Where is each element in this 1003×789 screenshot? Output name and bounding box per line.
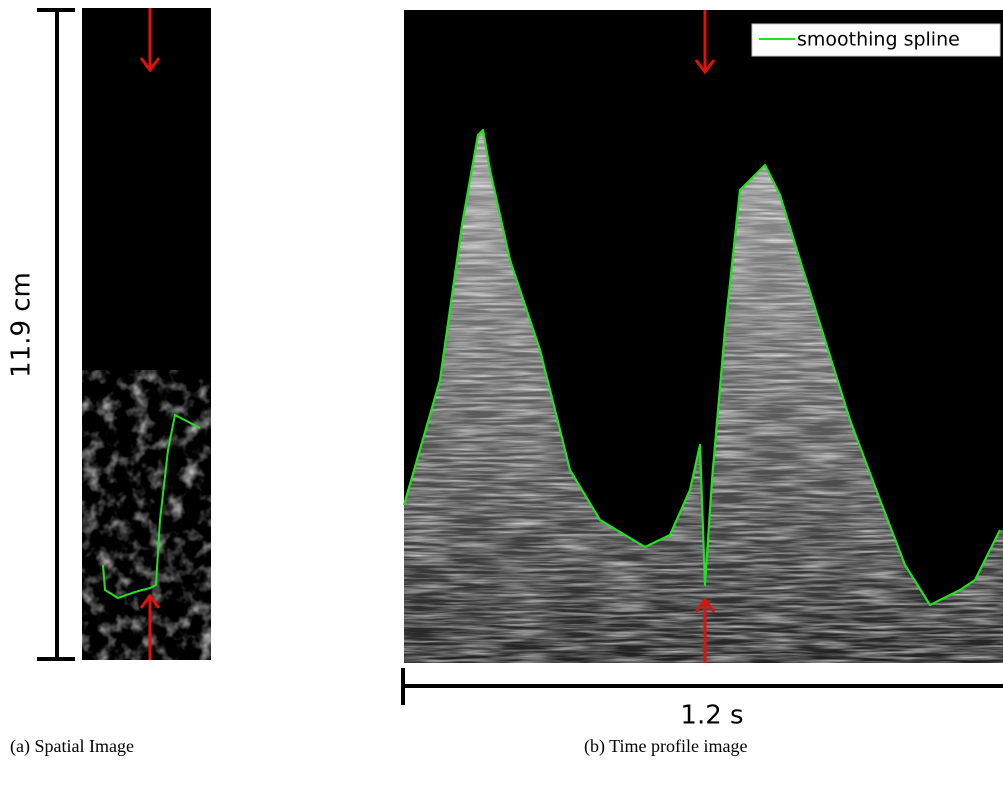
spline-curve [102, 413, 201, 600]
legend-label: smoothing spline [797, 29, 960, 51]
caption: (a) Spatial Image [10, 736, 134, 757]
scale-bar-vertical [37, 8, 75, 661]
arrows [139, 8, 161, 660]
image-texture [82, 370, 211, 660]
scale-label: 1.2 s [680, 701, 743, 731]
scale-label: 11.9 cm [7, 272, 37, 378]
spline-curve [402, 128, 1001, 607]
scale-bar-horizontal [401, 668, 1003, 705]
caption: (b) Time profile image [584, 736, 747, 757]
arrows [694, 10, 716, 663]
